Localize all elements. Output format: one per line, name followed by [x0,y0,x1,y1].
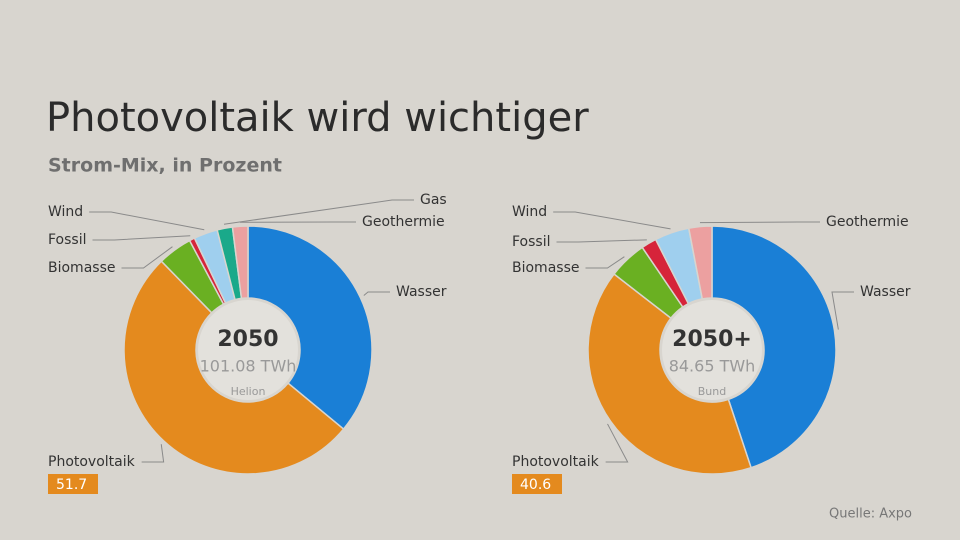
value-label: 40.6 [520,477,551,493]
leader-line [553,211,671,230]
center-subtitle: 84.65 TWh [669,357,756,376]
leader-line [585,256,625,269]
pie-slice [231,225,249,300]
leader-line [363,291,390,296]
slice-label: Wasser [396,284,447,300]
pie-slice [587,272,753,475]
value-box [512,474,562,494]
value-label: 51.7 [56,477,87,493]
slice-label: Wind [48,204,83,220]
leader-line [831,291,854,330]
center-title: 2050+ [672,327,752,352]
slice-label: Gas [420,192,447,208]
slice-label: Fossil [512,234,551,250]
leader-line [92,235,191,241]
leader-line [699,221,820,224]
value-box [48,474,98,494]
source: Quelle: Axpo [829,507,912,522]
pie-slice [711,225,837,469]
slice-label: Wasser [860,284,911,300]
pie-slice [247,225,373,431]
title: Photovoltaik wird wichtiger [46,95,589,141]
donut-hole [198,300,298,400]
slice-label: Wind [512,204,547,220]
slice-label: Fossil [48,232,87,248]
pie-slice [123,260,345,475]
leader-line [89,211,205,231]
leader-line [141,444,165,463]
slice-label: Geothermie [362,214,445,230]
center-title: 2050 [217,327,278,352]
subtitle: Strom-Mix, in Prozent [48,155,282,177]
leader-line [121,246,173,269]
leader-line [556,239,647,243]
center-note: Bund [698,385,726,398]
slice-label: Photovoltaik [512,454,600,470]
center-note: Helion [231,385,266,398]
slice-label: Geothermie [826,214,909,230]
donut-hole [662,300,762,400]
leader-line [605,423,629,463]
center-subtitle: 101.08 TWh [200,357,297,376]
slice-label: Photovoltaik [48,454,136,470]
slice-label: Biomasse [48,260,115,276]
slice-label: Biomasse [512,260,579,276]
pie-slice [687,225,713,300]
leader-line [223,199,414,225]
